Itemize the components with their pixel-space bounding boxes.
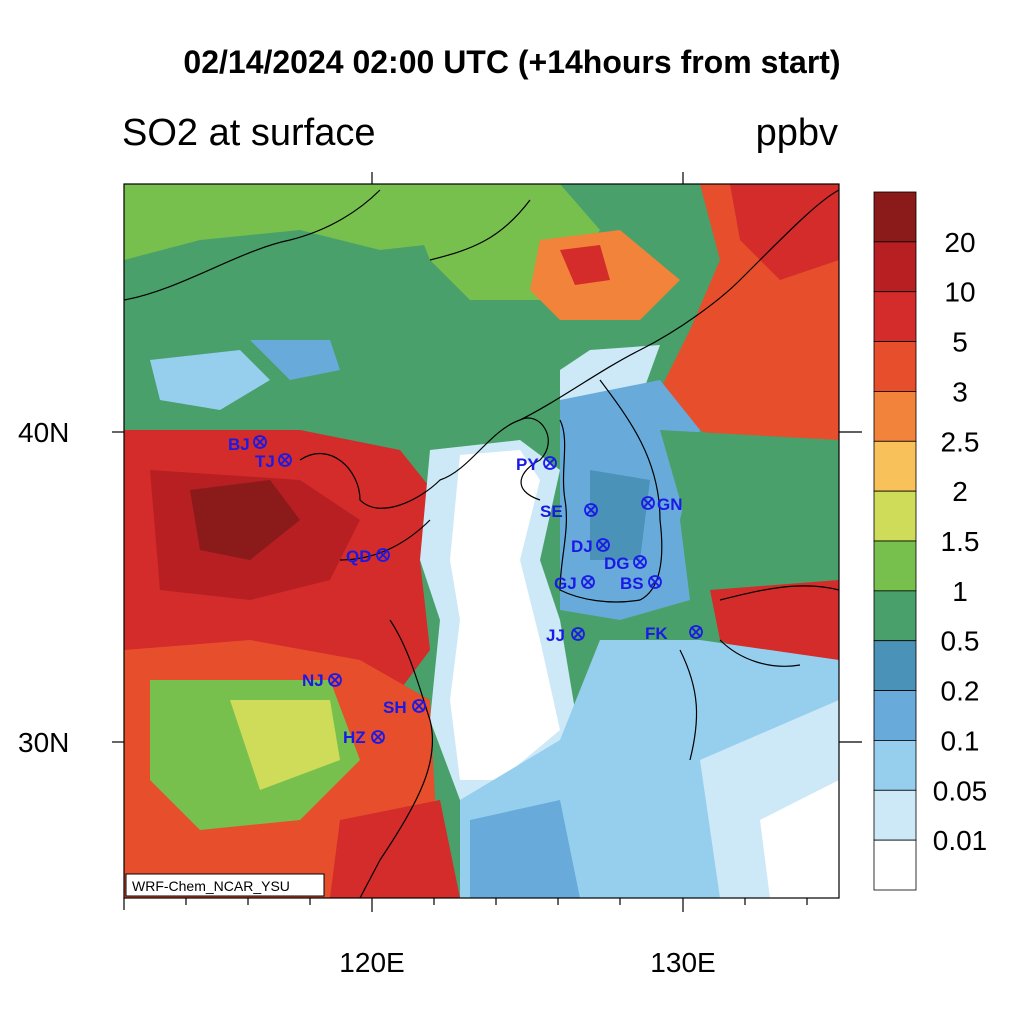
- station-qd: [376, 548, 390, 562]
- coast-china-east: [359, 619, 434, 898]
- map-frame: [123, 183, 840, 899]
- colorbar-level-label: 2: [952, 476, 968, 507]
- axis-ticks: [112, 172, 862, 912]
- station-dg: [633, 555, 647, 569]
- y-tick-label: 30N: [18, 727, 69, 758]
- field-ne-red: [560, 245, 610, 285]
- station-sh: [412, 699, 426, 713]
- station-gj: [581, 575, 595, 589]
- coast-bohai: [299, 417, 549, 509]
- station-bs: [648, 575, 662, 589]
- field-nw-blue-2: [250, 340, 340, 380]
- colorbar-level-label: 0.1: [941, 725, 980, 756]
- colorbar-level-label: 10: [944, 277, 975, 308]
- field-yellow-sea-white: [450, 450, 560, 780]
- colorbar-level-label: 2.5: [941, 426, 980, 457]
- station-hz: [371, 730, 385, 744]
- station-label: HZ: [343, 728, 366, 747]
- field-south-yellow: [230, 700, 340, 790]
- station-label: DG: [604, 554, 630, 573]
- station-label: BJ: [228, 435, 250, 454]
- coast-japan: [719, 585, 839, 667]
- x-tick-label: 120E: [339, 947, 404, 978]
- station-label: NJ: [302, 671, 324, 690]
- station-label: BS: [620, 574, 644, 593]
- model-label-box: [125, 873, 325, 897]
- map-title: 02/14/2024 02:00 UTC (+14hours from star…: [183, 44, 841, 80]
- station-dj: [596, 538, 610, 552]
- field-ne-red-2: [730, 184, 839, 280]
- field-korea-teal: [590, 470, 650, 560]
- station-se: [584, 503, 598, 517]
- colorbar-swatch: [873, 540, 917, 592]
- y-tick-label: 40N: [18, 417, 69, 448]
- field-south-red: [330, 800, 460, 898]
- station-label: SH: [383, 698, 407, 717]
- station-labels: BJ TJ QD NJ SH HZ PY SE GN DJ DG GJ BS J…: [228, 435, 683, 747]
- coastlines: [124, 189, 839, 898]
- colorbar-level-label: 0.2: [941, 676, 980, 707]
- colorbar-level-label: 20: [944, 227, 975, 258]
- station-label: FK: [645, 624, 668, 643]
- coast-kyushu: [679, 649, 698, 761]
- coast-shandong: [339, 519, 431, 561]
- colorbar: 20 10 5 3 2.5 2 1.5 1 0.5 0.2 0.1 0.05 0.01: [873, 191, 988, 891]
- colorbar-swatch: [873, 490, 917, 542]
- station-label: GJ: [554, 574, 577, 593]
- unit-label: ppbv: [755, 112, 838, 154]
- station-label: SE: [540, 502, 563, 521]
- x-tick-label: 130E: [650, 947, 715, 978]
- field-ecs-teal: [470, 800, 580, 898]
- field-pacific-white: [760, 780, 839, 898]
- station-label: GN: [657, 495, 683, 514]
- colorbar-level-label: 1.5: [941, 526, 980, 557]
- station-gn: [641, 496, 655, 510]
- colorbar-swatch: [873, 191, 917, 243]
- colorbar-swatch: [873, 789, 917, 841]
- colorbar-swatch: [873, 640, 917, 691]
- station-nj: [328, 673, 342, 687]
- station-markers: [253, 435, 703, 744]
- colorbar-level-label: 1: [952, 576, 968, 607]
- station-label: JJ: [546, 626, 565, 645]
- colorbar-level-label: 0.01: [933, 825, 988, 856]
- station-label: QD: [346, 547, 372, 566]
- model-label: WRF-Chem_NCAR_YSU: [132, 878, 290, 894]
- border-line-2: [429, 199, 531, 261]
- station-tj: [278, 453, 292, 467]
- colorbar-swatch: [873, 839, 917, 891]
- colorbar-swatch: [873, 341, 917, 392]
- colorbar-swatch: [873, 440, 917, 492]
- field-nw-blue: [150, 350, 270, 410]
- station-py: [543, 456, 557, 470]
- field-eastsea-green: [660, 430, 839, 600]
- station-label: TJ: [255, 452, 275, 471]
- coast-korea: [559, 379, 663, 603]
- station-bj: [253, 435, 267, 449]
- station-jj: [571, 627, 585, 641]
- colorbar-swatch: [873, 740, 917, 791]
- colorbar-swatch: [873, 241, 917, 293]
- station-label: PY: [516, 455, 539, 474]
- colorbar-swatch: [873, 590, 917, 642]
- colorbar-swatch: [873, 291, 917, 342]
- colorbar-level-label: 0.05: [933, 775, 988, 806]
- variable-label: SO2 at surface: [122, 112, 376, 154]
- station-fk: [689, 625, 703, 639]
- field-china-darkest: [190, 480, 300, 560]
- so2-field: [124, 184, 839, 898]
- colorbar-swatch: [873, 391, 917, 442]
- station-label: DJ: [571, 537, 593, 556]
- colorbar-swatch: [873, 690, 917, 741]
- border-line-1: [124, 189, 381, 301]
- colorbar-level-label: 0.5: [941, 626, 980, 657]
- coast-korea-north: [519, 189, 839, 421]
- colorbar-level-label: 3: [952, 376, 968, 407]
- colorbar-level-label: 5: [952, 327, 968, 358]
